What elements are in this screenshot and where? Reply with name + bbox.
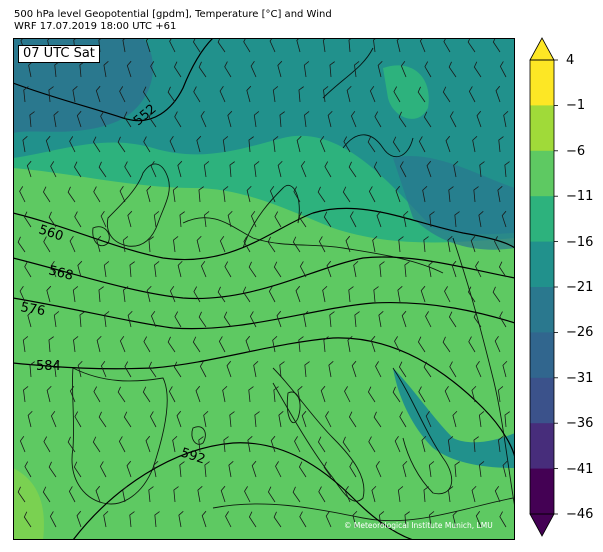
map-panel: 552 560 568 576 584 592 — [13, 38, 515, 540]
colorbar-label-minus1: −1 — [566, 98, 586, 113]
map-canvas: 552 560 568 576 584 592 — [13, 38, 515, 540]
colorbar-under-triangle — [529, 513, 555, 537]
colorbar-segment — [530, 196, 554, 243]
colorbar-segment — [530, 332, 554, 379]
forecast-time-label: 07 UTC Sat — [18, 45, 100, 63]
colorbar-segment — [530, 105, 554, 152]
colorbar-label-minus41: −41 — [566, 462, 594, 477]
colorbar-label-minus11: −11 — [566, 189, 594, 204]
temperature-colorbar — [529, 37, 558, 537]
contour-label-584: 584 — [36, 359, 61, 374]
colorbar-segments — [530, 60, 554, 515]
colorbar-segment — [530, 468, 554, 515]
colorbar-label-minus46: −46 — [566, 507, 594, 522]
colorbar-label-minus31: −31 — [566, 371, 594, 386]
colorbar-segment — [530, 60, 554, 106]
colorbar-segment — [530, 377, 554, 424]
colorbar-label-minus36: −36 — [566, 416, 594, 431]
colorbar-label-4: 4 — [566, 53, 575, 68]
colorbar-over-triangle — [529, 37, 555, 61]
colorbar-segment — [530, 423, 554, 470]
colorbar-segment — [530, 287, 554, 333]
colorbar-label-minus6: −6 — [566, 144, 586, 159]
copyright-text: © Meteorological Institute Munich, LMU — [344, 521, 493, 530]
colorbar-segment — [530, 150, 554, 197]
colorbar-label-minus26: −26 — [566, 325, 594, 340]
colorbar-segment — [530, 241, 554, 288]
chart-title-line2: WRF 17.07.2019 18:00 UTC +61 — [14, 21, 177, 32]
colorbar-label-minus16: −16 — [566, 235, 594, 250]
colorbar-ticks — [554, 59, 558, 515]
chart-title-line1: 500 hPa level Geopotential [gpdm], Tempe… — [14, 9, 332, 20]
colorbar-label-minus21: −21 — [566, 280, 594, 295]
